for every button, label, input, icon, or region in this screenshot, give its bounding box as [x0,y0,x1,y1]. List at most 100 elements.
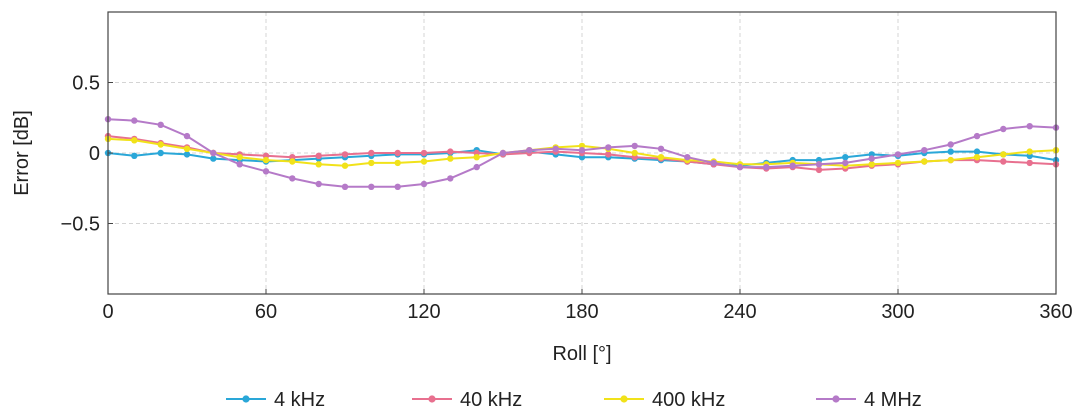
y-tick-label: 0.5 [72,73,100,95]
data-point [947,141,954,148]
series-4 [104,116,1060,190]
data-point [183,145,191,152]
legend-entry: 4 MHz [816,389,922,411]
data-point [1026,159,1033,167]
legend-label: 4 MHz [864,389,922,411]
data-point [526,147,533,154]
series-layer [104,116,1060,190]
data-point [236,161,243,168]
data-point [183,151,191,158]
data-point [341,162,349,169]
data-point [1000,158,1007,165]
data-point [447,148,454,155]
data-point [605,144,612,151]
data-point [368,149,375,157]
series-3 [104,135,1060,169]
legend-swatch-marker [242,395,250,403]
data-point [1000,125,1007,133]
x-tick-label: 0 [102,301,113,323]
data-point [157,149,164,157]
data-point [921,147,928,154]
data-point [368,183,375,190]
x-tick-label: 300 [881,301,914,323]
data-point [341,151,349,158]
data-point [315,152,322,159]
data-point [710,159,717,167]
legend: 4 kHz 40 kHz 400 kHz 4 MHz [226,389,922,411]
data-point [315,180,322,188]
data-point [842,159,849,167]
data-point [552,145,559,152]
legend-swatch-marker [620,395,628,403]
data-point [657,145,665,152]
data-point [973,154,981,161]
data-point [868,155,875,162]
data-point [394,159,401,167]
data-point [973,132,981,140]
data-point [289,158,296,165]
data-point [236,154,243,161]
data-point [420,180,428,188]
data-point [1026,148,1033,155]
data-point [420,149,428,157]
data-point [947,156,954,164]
data-point [1026,123,1033,130]
data-point [894,159,902,167]
data-point [262,168,270,175]
x-tick-label: 120 [407,301,440,323]
data-point [631,142,638,150]
data-point [763,163,770,171]
x-tick-label: 180 [565,301,598,323]
data-point [815,161,823,168]
data-point [131,117,138,124]
data-point [131,137,138,144]
data-point [131,152,138,159]
legend-label: 400 kHz [652,389,725,411]
data-point [947,148,954,155]
data-point [289,175,296,182]
data-point [684,154,691,161]
data-point [394,149,401,157]
data-point [605,151,612,158]
data-point [1000,151,1007,158]
x-axis: 0 60 120 180 240 300 360 [102,289,1073,323]
data-point [420,158,428,165]
data-point [341,183,349,190]
data-point [368,159,375,167]
legend-label: 4 kHz [274,389,325,411]
data-point [868,161,875,168]
data-point [183,132,191,140]
legend-entry: 4 kHz [226,389,325,411]
legend-swatch-marker [832,395,840,403]
x-axis-label: Roll [°] [552,343,611,365]
data-point [973,148,981,155]
x-tick-label: 60 [255,301,277,323]
data-point [157,121,164,128]
data-point [842,154,849,161]
data-point [210,149,217,157]
data-point [262,156,270,164]
data-point [394,183,401,190]
data-point [315,161,322,168]
y-tick-label: 0 [89,143,100,165]
x-tick-label: 360 [1039,301,1072,323]
data-point [447,175,454,182]
data-point [657,154,665,161]
data-point [157,141,164,148]
data-point [499,149,507,157]
data-point [789,162,796,169]
legend-label: 40 kHz [460,389,522,411]
legend-entry: 400 kHz [604,389,725,411]
data-point [473,163,480,171]
data-point [736,163,744,171]
data-point [447,155,454,162]
data-point [894,151,902,158]
data-point [921,158,928,165]
y-tick-label: −0.5 [61,214,100,236]
y-axis: 0.5 0 −0.5 [61,73,113,236]
data-point [815,166,823,174]
y-axis-label: Error [dB] [11,110,33,196]
x-tick-label: 240 [723,301,756,323]
data-point [210,155,217,162]
